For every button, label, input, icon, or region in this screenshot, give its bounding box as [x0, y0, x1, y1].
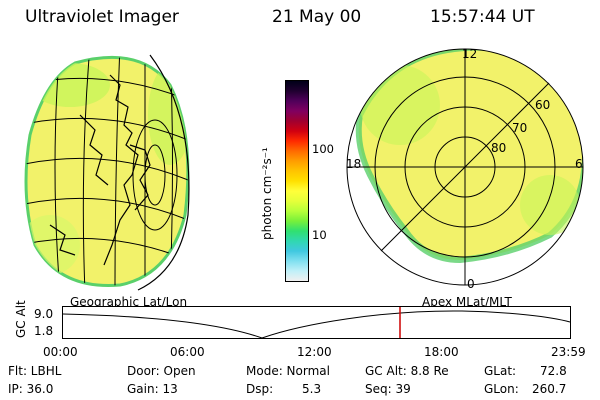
gc-alt-info: GC Alt: 8.8 Re	[365, 364, 449, 378]
timeline-ytick-low: 1.8	[34, 324, 54, 338]
glat-label: GLat:	[484, 364, 517, 378]
door-info: Door: Open	[127, 364, 196, 378]
mlat-label-60: 60	[535, 98, 551, 112]
mlt-label-6: 6	[575, 157, 583, 171]
mlat-label-80: 80	[491, 141, 507, 155]
timeline-xtick-0600: 06:00	[170, 345, 205, 359]
colorbar-unit-label: photon cm⁻²s⁻¹	[260, 147, 274, 240]
seq-info: Seq: 39	[365, 382, 411, 396]
altitude-curve	[62, 310, 571, 339]
timeline-ytick-high: 9.0	[34, 307, 54, 321]
timeline-xtick-0000: 00:00	[43, 345, 78, 359]
mlt-label-18: 18	[346, 157, 362, 171]
coastlines	[49, 74, 151, 266]
geographic-image	[24, 54, 190, 291]
flt-info: Flt: LBHL	[8, 364, 62, 378]
gain-info: Gain: 13	[127, 382, 178, 396]
glon-label: GLon:	[484, 382, 519, 396]
dsp-value: 5.3	[302, 382, 322, 396]
colorbar-tick-10: 10	[312, 228, 327, 242]
mlt-label-12: 12	[462, 47, 478, 61]
timeline-axis-label: GC Alt	[14, 300, 28, 338]
timeline-xtick-2359: 23:59	[551, 345, 586, 359]
instrument-title: Ultraviolet Imager	[25, 7, 179, 27]
colorbar-gradient	[286, 81, 308, 281]
glon-value: 260.7	[532, 382, 567, 396]
ip-info: IP: 36.0	[8, 382, 54, 396]
date-label: 21 May 00	[272, 7, 362, 27]
colorbar-tick-100: 100	[312, 142, 334, 156]
mlat-label-70: 70	[512, 121, 528, 135]
geographic-panel-title: Geographic Lat/Lon	[70, 295, 188, 309]
altitude-timeline	[62, 306, 571, 339]
polar-plot	[346, 48, 584, 286]
timeline-xtick-1800: 18:00	[424, 345, 459, 359]
dsp-label: Dsp:	[246, 382, 274, 396]
mlt-label-0: 0	[467, 277, 475, 291]
colorbar	[285, 80, 309, 282]
polar-aurora-image	[355, 49, 583, 264]
time-label: 15:57:44 UT	[430, 7, 535, 27]
polar-panel-title: Apex MLat/MLT	[422, 295, 512, 309]
glat-value: 72.8	[540, 364, 567, 378]
mode-info: Mode: Normal	[246, 364, 330, 378]
polar-grid	[346, 48, 584, 286]
timeline-xtick-1200: 12:00	[297, 345, 332, 359]
